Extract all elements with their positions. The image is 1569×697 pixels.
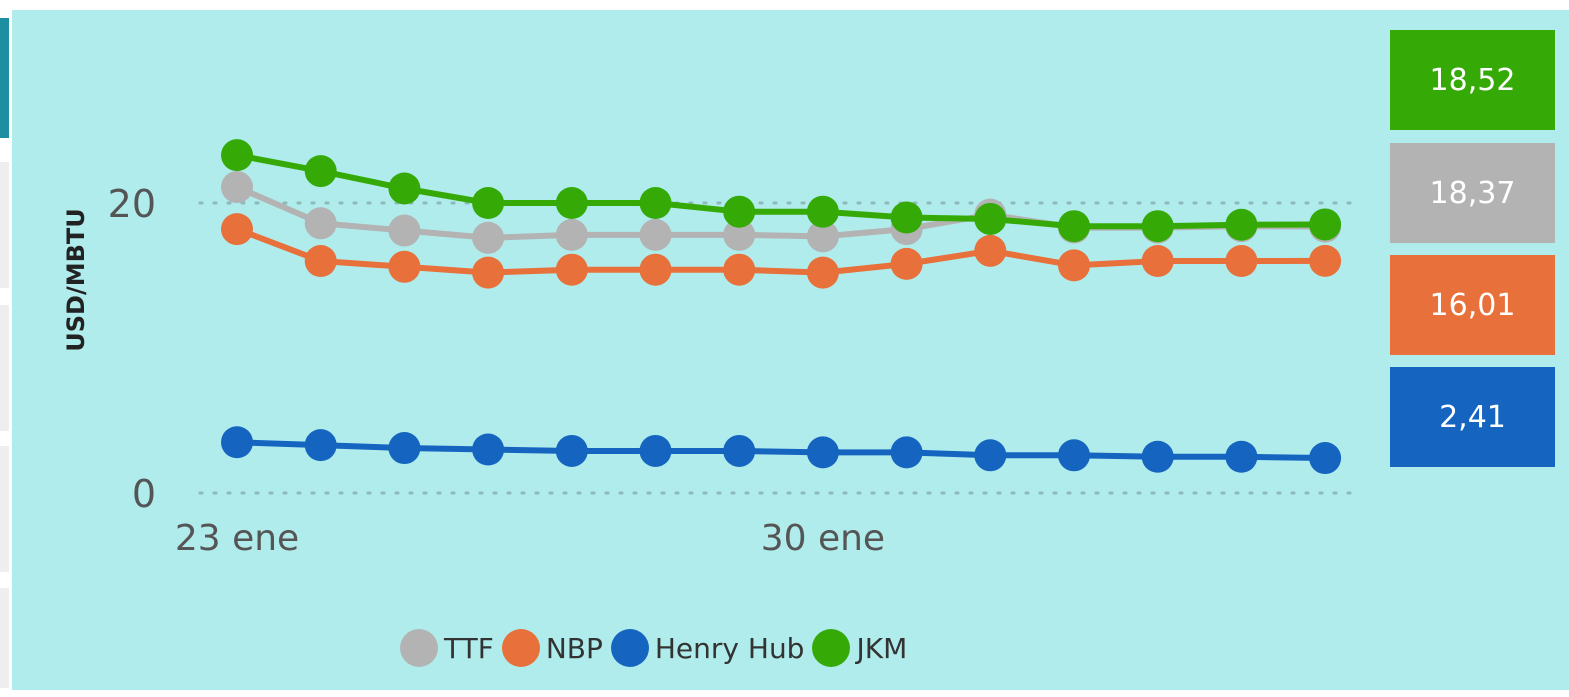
data-point-henry-hub bbox=[388, 432, 421, 465]
data-point-henry-hub bbox=[555, 434, 588, 467]
data-point-ttf bbox=[304, 207, 337, 240]
data-point-henry-hub bbox=[304, 429, 337, 462]
data-point-henry-hub bbox=[221, 426, 253, 459]
legend-item-jkm[interactable]: JKM bbox=[812, 629, 907, 667]
chart-legend: TTF NBP Henry Hub JKM bbox=[400, 628, 915, 668]
line-chart: 0 20 23 ene 30 ene bbox=[108, 139, 1359, 559]
data-point-henry-hub bbox=[472, 433, 505, 466]
data-point-ttf bbox=[639, 218, 672, 251]
data-point-jkm bbox=[639, 187, 672, 219]
data-point-jkm bbox=[890, 201, 923, 234]
data-point-nbp bbox=[304, 245, 337, 277]
data-point-nbp bbox=[723, 253, 756, 286]
latest-value-card-jkm: 18,52 bbox=[1390, 30, 1555, 130]
legend-marker-jkm bbox=[812, 629, 851, 667]
sidebar-tab[interactable] bbox=[0, 162, 9, 288]
y-axis-label: USD/MBTU bbox=[62, 208, 90, 352]
data-point-henry-hub bbox=[1058, 439, 1090, 472]
legend-marker-ttf bbox=[400, 629, 438, 667]
series-jkm bbox=[221, 139, 1342, 243]
data-point-ttf bbox=[472, 221, 505, 254]
data-point-henry-hub bbox=[723, 434, 756, 467]
latest-value-card-ttf: 18,37 bbox=[1390, 143, 1555, 243]
x-tick-label: 30 ene bbox=[761, 518, 885, 559]
sidebar-tab[interactable] bbox=[0, 446, 9, 572]
x-axis-ticks: 23 ene 30 ene bbox=[175, 518, 885, 559]
y-axis-ticks: 0 20 bbox=[108, 182, 156, 516]
data-point-henry-hub bbox=[639, 434, 672, 467]
legend-marker-nbp bbox=[501, 629, 540, 667]
data-point-henry-hub bbox=[806, 436, 839, 469]
data-point-jkm bbox=[1225, 208, 1258, 241]
data-point-nbp bbox=[1058, 249, 1090, 282]
legend-marker-henry-hub bbox=[610, 629, 649, 667]
data-point-ttf bbox=[388, 214, 421, 247]
data-point-jkm bbox=[1141, 210, 1174, 243]
legend-item-nbp[interactable]: NBP bbox=[501, 629, 603, 667]
data-point-nbp bbox=[1141, 245, 1174, 277]
data-point-ttf bbox=[221, 171, 253, 204]
data-point-ttf bbox=[806, 220, 839, 253]
chart-series bbox=[221, 139, 1342, 475]
series-henry-hub bbox=[221, 426, 1342, 475]
latest-value-card-henry-hub: 2,41 bbox=[1390, 367, 1555, 467]
sidebar-tab-active[interactable] bbox=[0, 18, 9, 138]
legend-label-nbp: NBP bbox=[545, 631, 603, 665]
data-point-jkm bbox=[723, 195, 756, 228]
series-nbp bbox=[221, 213, 1342, 289]
legend-item-ttf[interactable]: TTF bbox=[400, 629, 494, 667]
data-point-jkm bbox=[304, 155, 337, 188]
data-point-nbp bbox=[221, 213, 253, 246]
latest-value-card-nbp: 16,01 bbox=[1390, 255, 1555, 355]
chart-panel: 0 20 23 ene 30 ene USD/MBTU 18,52 18,37 16… bbox=[12, 10, 1569, 690]
data-point-henry-hub bbox=[1141, 440, 1174, 473]
data-point-nbp bbox=[388, 250, 421, 283]
data-point-jkm bbox=[1309, 208, 1342, 241]
data-point-henry-hub bbox=[974, 439, 1007, 472]
legend-label-ttf: TTF bbox=[444, 631, 494, 665]
legend-label-jkm: JKM bbox=[856, 631, 908, 665]
data-point-ttf bbox=[723, 218, 756, 251]
data-point-nbp bbox=[472, 256, 505, 289]
data-point-henry-hub bbox=[1309, 442, 1342, 475]
data-point-nbp bbox=[974, 234, 1007, 267]
data-point-jkm bbox=[555, 187, 588, 219]
data-point-jkm bbox=[974, 202, 1007, 235]
data-point-nbp bbox=[890, 247, 923, 280]
data-point-nbp bbox=[1309, 244, 1342, 277]
data-point-henry-hub bbox=[890, 436, 923, 469]
x-tick-label: 23 ene bbox=[175, 518, 299, 559]
y-tick-label: 0 bbox=[132, 472, 156, 516]
data-point-jkm bbox=[388, 172, 421, 205]
data-point-nbp bbox=[639, 253, 672, 286]
data-point-ttf bbox=[555, 218, 588, 251]
data-point-nbp bbox=[806, 256, 839, 289]
data-point-jkm bbox=[1058, 210, 1090, 243]
data-point-jkm bbox=[806, 195, 839, 228]
data-point-nbp bbox=[555, 253, 588, 286]
data-point-jkm bbox=[472, 187, 505, 219]
legend-label-henry-hub: Henry Hub bbox=[654, 631, 805, 665]
sidebar-tab[interactable] bbox=[0, 588, 9, 688]
data-point-nbp bbox=[1225, 245, 1258, 277]
sidebar-tab[interactable] bbox=[0, 305, 9, 431]
left-sidebar-strip bbox=[0, 0, 12, 697]
y-tick-label: 20 bbox=[108, 182, 156, 226]
legend-item-henry-hub[interactable]: Henry Hub bbox=[610, 629, 805, 667]
data-point-henry-hub bbox=[1225, 440, 1258, 473]
data-point-jkm bbox=[221, 139, 253, 172]
